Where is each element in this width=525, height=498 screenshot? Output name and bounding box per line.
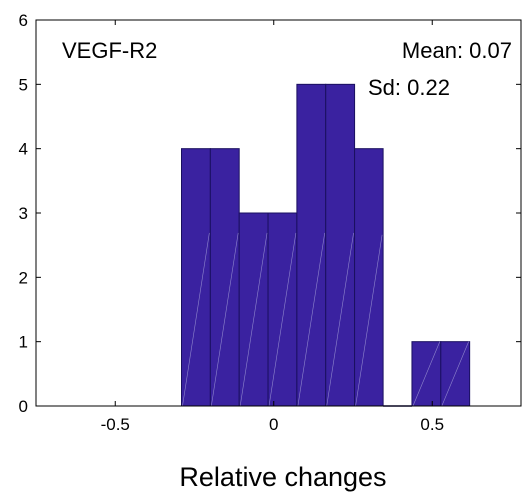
histogram-bar	[440, 341, 471, 407]
x-tick-label: 0	[269, 415, 278, 434]
y-tick-label: 1	[19, 333, 28, 352]
y-tick-label: 3	[19, 204, 28, 223]
histogram-bar	[296, 83, 327, 407]
axis-ticks: -0.5 0 0.5 0 1 2 3 4 5 6	[19, 11, 521, 434]
mean-label: Mean: 0.07	[402, 38, 512, 63]
y-tick-label: 4	[19, 140, 28, 159]
sd-label: Sd: 0.22	[368, 75, 450, 100]
x-tick-label: 0.5	[420, 415, 444, 434]
y-tick-label: 0	[19, 397, 28, 416]
histogram-bar	[325, 83, 356, 407]
histogram-bar	[238, 212, 269, 407]
x-axis-label: Relative changes	[179, 462, 386, 492]
y-tick-label: 5	[19, 75, 28, 94]
histogram-bar	[354, 148, 384, 407]
y-tick-label: 6	[19, 11, 28, 30]
histogram-bar	[411, 341, 442, 407]
histogram-bar	[267, 212, 298, 407]
histogram-bar	[181, 148, 211, 407]
histogram-bar	[209, 148, 240, 407]
y-tick-label: 2	[19, 268, 28, 287]
x-tick-label: -0.5	[101, 415, 130, 434]
dataset-name-label: VEGF-R2	[62, 38, 157, 63]
histogram-bars	[181, 83, 471, 407]
